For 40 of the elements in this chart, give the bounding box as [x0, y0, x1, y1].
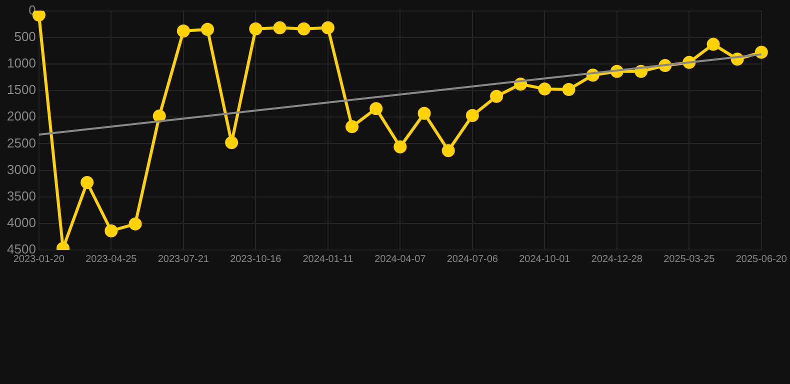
x-tick-label: 2023-01-20 [13, 254, 65, 265]
point [490, 90, 504, 103]
x-tick-label: 2025-03-25 [664, 254, 716, 265]
x-tick-label: 2023-10-16 [230, 254, 282, 265]
point [442, 144, 455, 158]
y-tick-label: 2000 [7, 108, 36, 124]
x-tick-label: 2023-04-25 [86, 254, 138, 265]
x-tick-label: 2025-06-20 [736, 254, 788, 265]
y-tick-label: 4000 [7, 215, 36, 230]
point [321, 21, 334, 34]
x-tick-label: 2023-07-21 [158, 254, 210, 265]
y-tick-label: 1500 [7, 82, 36, 98]
point [273, 21, 286, 34]
y-tick-label: 500 [14, 28, 36, 44]
point [706, 38, 720, 51]
point [249, 22, 262, 36]
x-tick-label: 2024-12-28 [591, 254, 643, 265]
point [104, 224, 118, 238]
point [201, 22, 214, 36]
point [418, 106, 431, 120]
point [466, 109, 479, 122]
y-tick-label: 3500 [7, 188, 36, 204]
point [538, 82, 552, 96]
point [128, 217, 142, 230]
point [176, 24, 190, 38]
point [346, 120, 359, 134]
point [297, 22, 310, 36]
point [152, 110, 166, 123]
y-tick-label: 2500 [7, 135, 36, 150]
y-tick-label: 3000 [7, 162, 36, 177]
point [562, 82, 576, 96]
point [80, 176, 94, 189]
x-tick-label: 2024-07-06 [446, 254, 498, 265]
x-tick-label: 2024-04-07 [374, 254, 426, 265]
point [370, 102, 383, 116]
x-tick-label: 2024-01-11 [302, 254, 354, 265]
y-tick-label: 1000 [7, 56, 36, 71]
point [225, 136, 238, 150]
point [394, 140, 407, 154]
x-tick-label: 2024-10-01 [519, 254, 571, 265]
